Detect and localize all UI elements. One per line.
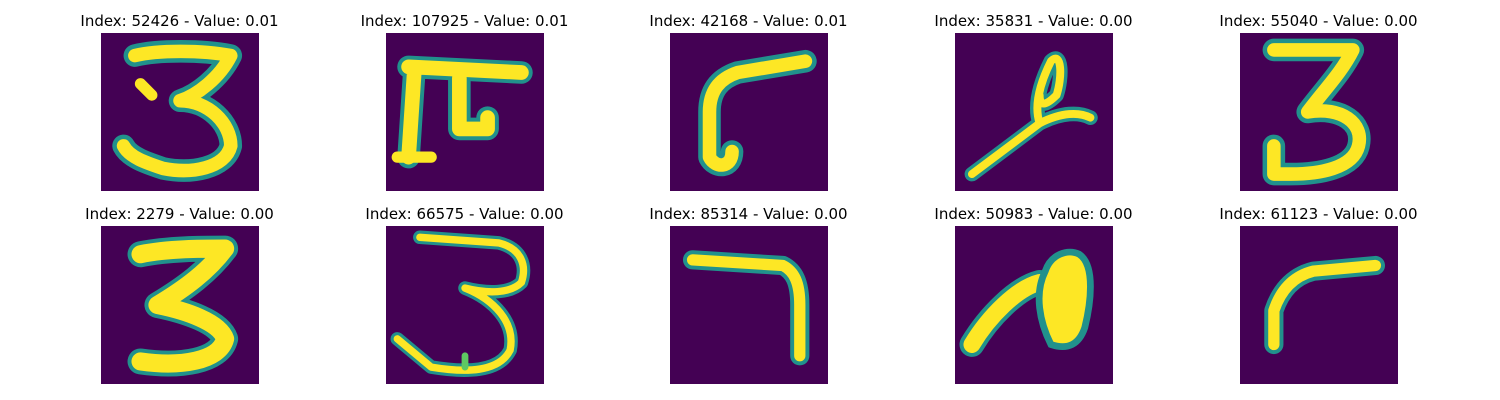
- digit-image: [1240, 33, 1398, 191]
- image-panel: Index: 85314 - Value: 0.00: [606, 205, 891, 395]
- digit-image: [101, 226, 259, 384]
- image-panel: Index: 55040 - Value: 0.00: [1176, 12, 1461, 202]
- digit-image: [955, 226, 1113, 384]
- panel-title: Index: 107925 - Value: 0.01: [360, 12, 569, 30]
- image-panel: Index: 2279 - Value: 0.00: [37, 205, 322, 395]
- digit-image: [1240, 226, 1398, 384]
- image-panel: Index: 61123 - Value: 0.00: [1176, 205, 1461, 395]
- panel-title: Index: 50983 - Value: 0.00: [934, 205, 1133, 223]
- digit-image: [955, 33, 1113, 191]
- panel-title: Index: 42168 - Value: 0.01: [649, 12, 848, 30]
- panel-title: Index: 35831 - Value: 0.00: [934, 12, 1133, 30]
- digit-image: [386, 226, 544, 384]
- image-panel: Index: 35831 - Value: 0.00: [891, 12, 1176, 202]
- panel-title: Index: 61123 - Value: 0.00: [1219, 205, 1418, 223]
- panel-title: Index: 55040 - Value: 0.00: [1219, 12, 1418, 30]
- panel-title: Index: 85314 - Value: 0.00: [649, 205, 848, 223]
- digit-image: [386, 33, 544, 191]
- panel-title: Index: 66575 - Value: 0.00: [365, 205, 564, 223]
- image-panel: Index: 42168 - Value: 0.01: [606, 12, 891, 202]
- digit-image: [101, 33, 259, 191]
- image-panel: Index: 107925 - Value: 0.01: [322, 12, 607, 202]
- digit-image: [670, 226, 828, 384]
- image-panel: Index: 52426 - Value: 0.01: [37, 12, 322, 202]
- image-panel: Index: 66575 - Value: 0.00: [322, 205, 607, 395]
- panel-title: Index: 2279 - Value: 0.00: [85, 205, 274, 223]
- image-panel: Index: 50983 - Value: 0.00: [891, 205, 1176, 395]
- panel-title: Index: 52426 - Value: 0.01: [80, 12, 279, 30]
- digit-image: [670, 33, 828, 191]
